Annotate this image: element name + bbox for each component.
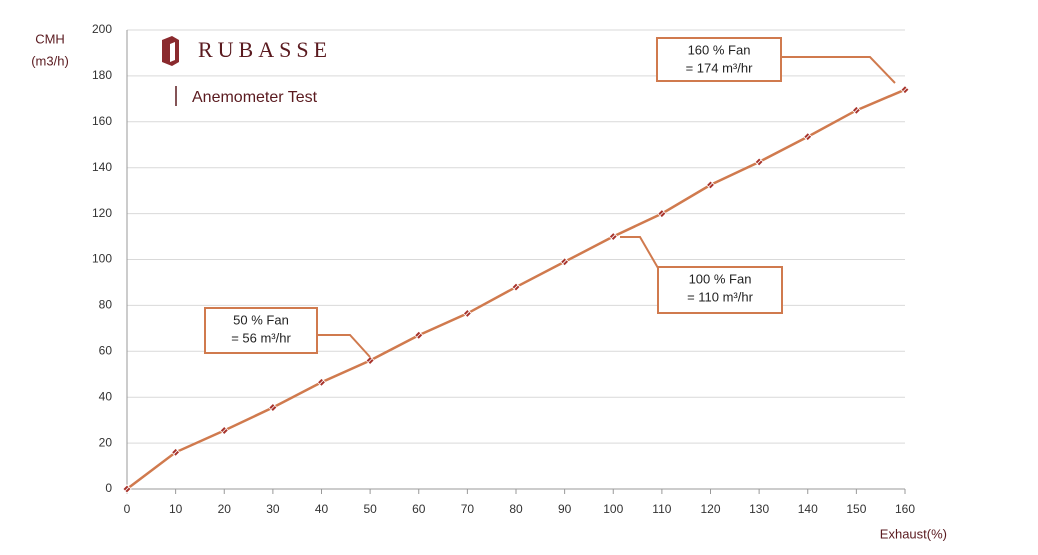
x-tick-label: 40 — [315, 502, 329, 516]
y-axis-label: CMH — [35, 31, 65, 46]
x-tick-label: 90 — [558, 502, 572, 516]
data-marker — [511, 282, 521, 292]
annotation-text: = 174 m³/hr — [686, 60, 754, 75]
annotation-box — [657, 266, 783, 314]
logo — [162, 36, 179, 66]
annotation-box — [656, 37, 782, 82]
annotation-box — [204, 307, 318, 354]
annotation-text: = 110 m³/hr — [687, 289, 754, 304]
x-tick-label: 70 — [461, 502, 475, 516]
annotation-text: 160 % Fan — [688, 42, 751, 57]
x-tick-label: 50 — [363, 502, 377, 516]
annotation-leader — [317, 334, 371, 358]
data-marker — [657, 209, 667, 219]
y-tick-label: 120 — [92, 206, 112, 220]
x-tick-label: 30 — [266, 502, 280, 516]
x-tick-label: 120 — [700, 502, 720, 516]
data-marker — [900, 85, 910, 95]
y-tick-label: 40 — [99, 389, 113, 403]
x-tick-label: 160 — [895, 502, 915, 516]
data-marker — [316, 377, 327, 387]
x-tick-label: 140 — [798, 502, 818, 516]
data-marker — [851, 105, 861, 115]
data-marker — [414, 330, 424, 340]
brand: RUBASSE — [198, 37, 332, 62]
data-marker — [462, 308, 472, 318]
annotation-text: 50 % Fan — [233, 312, 289, 327]
x-tick-label: 10 — [169, 502, 183, 516]
x-tick-label: 110 — [652, 502, 671, 516]
y-tick-label: 200 — [92, 22, 112, 36]
y-tick-label: 180 — [92, 68, 112, 82]
y-tick-label: 80 — [99, 298, 113, 312]
data-marker — [608, 231, 618, 242]
y-tick-label: 60 — [99, 343, 113, 357]
x-tick-label: 130 — [749, 502, 769, 516]
annotation-text: = 56 m³/hr — [231, 330, 291, 345]
annotation-text: 100 % Fan — [689, 271, 752, 286]
annotation-leader — [620, 236, 659, 269]
data-marker — [219, 425, 229, 436]
y-tick-label: 0 — [105, 481, 112, 495]
logo-icon-cut — [170, 42, 175, 62]
y-tick-label: 140 — [92, 160, 112, 174]
x-tick-label: 150 — [846, 502, 866, 516]
data-marker — [754, 157, 764, 167]
annotation-leader — [781, 56, 896, 84]
x-tick-label: 0 — [124, 502, 131, 516]
x-axis-label: Exhaust(%) — [880, 526, 947, 541]
y-axis-label: (m3/h) — [31, 53, 69, 68]
y-tick-label: 160 — [92, 114, 112, 128]
data-marker — [171, 447, 181, 457]
data-marker — [268, 402, 278, 413]
y-tick-label: 100 — [92, 252, 112, 266]
y-tick-label: 20 — [99, 435, 113, 449]
x-tick-label: 80 — [509, 502, 523, 516]
data-marker — [122, 484, 132, 494]
data-marker — [803, 132, 813, 142]
data-marker — [365, 355, 375, 366]
chart-title: Anemometer Test — [192, 89, 318, 106]
x-tick-label: 60 — [412, 502, 426, 516]
x-tick-label: 100 — [603, 502, 623, 516]
x-tick-label: 20 — [218, 502, 232, 516]
data-marker — [705, 180, 716, 190]
data-marker — [560, 257, 570, 267]
